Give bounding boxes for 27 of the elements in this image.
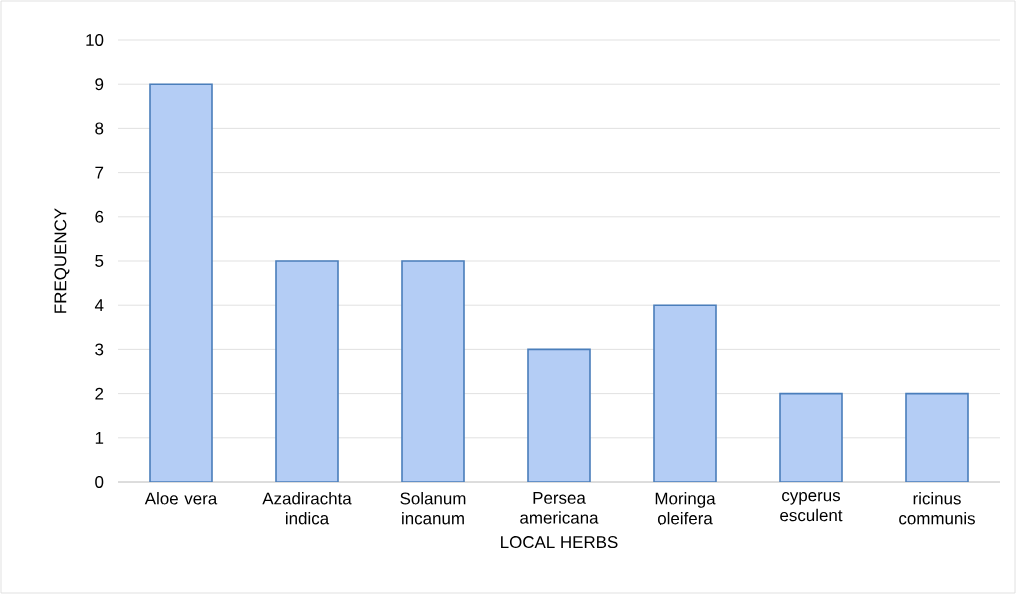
x-tick-label: Moringa oleifera	[655, 492, 716, 525]
x-tick-label: Persea americana	[520, 492, 599, 524]
y-tick-label: 7	[95, 166, 104, 179]
bar	[905, 392, 969, 482]
x-tick-label: Aloe vera	[144, 492, 218, 505]
y-tick-label: 0	[95, 476, 104, 488]
x-tick-label: ricinus communis	[899, 492, 975, 525]
y-tick-label: 1	[95, 431, 104, 444]
y-tick-label: 9	[95, 78, 104, 91]
bar	[779, 392, 843, 482]
y-tick-label: 6	[95, 210, 104, 223]
bar	[149, 83, 213, 482]
x-tick-label: Solanum incanum	[400, 492, 466, 525]
y-tick-label: 5	[95, 255, 104, 267]
bar	[653, 304, 717, 482]
x-tick-label: cyperus esculent	[780, 492, 843, 522]
x-tick-label: Azadirachta indica	[262, 492, 352, 525]
y-tick-label: 4	[94, 299, 104, 312]
y-tick-label: 3	[95, 343, 104, 356]
bar	[275, 260, 339, 482]
y-tick-label: 8	[95, 122, 104, 135]
y-tick-label: 10	[86, 34, 104, 46]
bar	[527, 348, 591, 482]
y-tick-label: 2	[95, 387, 104, 400]
x-axis-title: LOCAL HERBS	[501, 536, 618, 549]
y-axis-title: FREQUENCY	[54, 208, 70, 313]
bar	[401, 260, 465, 482]
